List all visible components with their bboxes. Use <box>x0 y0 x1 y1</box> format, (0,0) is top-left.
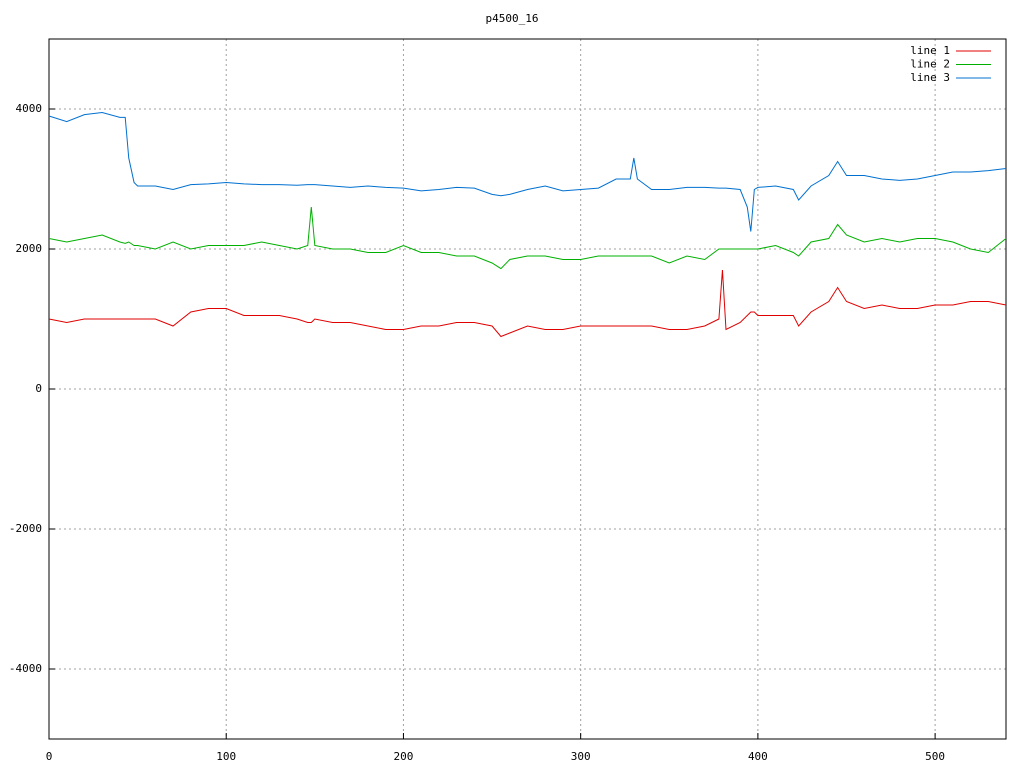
legend-label: line 1 <box>910 44 950 57</box>
y-tick-label: -2000 <box>9 522 42 535</box>
y-tick-label: 4000 <box>16 102 43 115</box>
series-line <box>48 269 1007 338</box>
y-tick-label: -4000 <box>9 662 42 675</box>
x-tick-label: 200 <box>394 750 414 763</box>
y-tick-label: 0 <box>35 382 42 395</box>
legend-label: line 3 <box>910 71 950 84</box>
legend-label: line 2 <box>910 58 950 71</box>
y-tick-label: 2000 <box>16 242 43 255</box>
plot-border <box>48 38 1007 740</box>
x-tick-label: 500 <box>925 750 945 763</box>
chart-title: p4500_16 <box>486 12 539 25</box>
x-tick-label: 300 <box>571 750 591 763</box>
series-line <box>48 206 1007 270</box>
series-line <box>48 111 1007 232</box>
x-tick-label: 100 <box>216 750 236 763</box>
x-tick-label: 400 <box>748 750 768 763</box>
x-tick-label: 0 <box>46 750 53 763</box>
